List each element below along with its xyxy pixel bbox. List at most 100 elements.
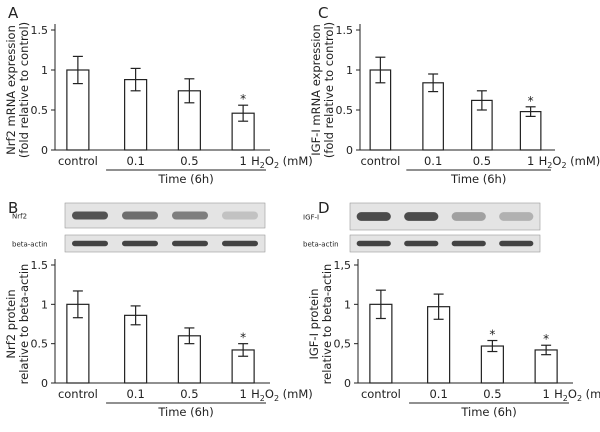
group-label: Time (6h) xyxy=(157,405,213,419)
y-tick-label: 0 xyxy=(344,377,351,390)
x-unit-part: 2 xyxy=(563,394,568,403)
blot-band xyxy=(172,240,208,247)
blot-band xyxy=(122,211,158,220)
blot-band xyxy=(451,212,486,221)
y-tick-label: 1.5 xyxy=(31,259,49,272)
x-unit-part: H xyxy=(554,387,563,401)
x-unit-part: H xyxy=(539,154,548,168)
y-tick-label: 0.5 xyxy=(31,338,49,351)
significance-marker: * xyxy=(240,331,246,345)
y-tick-label: 0.5 xyxy=(31,104,49,117)
blot-label: beta-actin xyxy=(12,241,48,249)
y-tick-label: 0 xyxy=(346,144,353,157)
x-tick-label: control xyxy=(361,387,401,401)
x-unit-part: 2 xyxy=(260,394,265,403)
y-tick-label: 1.5 xyxy=(336,24,354,37)
significance-marker: * xyxy=(489,328,495,342)
group-label: Time (6h) xyxy=(157,172,213,186)
x-unit-part: (mM) xyxy=(279,154,313,168)
x-unit-label: H2O2 (mM) xyxy=(539,154,600,170)
x-unit-label: H2O2 (mM) xyxy=(251,387,313,403)
y-tick-label: 0.5 xyxy=(336,104,354,117)
y-axis-label: (fold relative to control) xyxy=(17,22,31,158)
x-tick-label: 1 xyxy=(527,154,534,168)
y-tick-label: 1 xyxy=(41,298,48,311)
x-tick-label: 1 xyxy=(239,387,246,401)
blot-band xyxy=(72,211,108,220)
blot-strip: Nrf2 xyxy=(12,202,266,229)
panel-letter: D xyxy=(318,199,330,217)
x-tick-label: 0.5 xyxy=(473,154,491,168)
group-label: Time (6h) xyxy=(450,172,506,186)
panel-letter: B xyxy=(8,199,18,217)
x-tick-label: 1 xyxy=(542,387,549,401)
y-tick-label: 1 xyxy=(41,64,48,77)
blot-label: beta-actin xyxy=(303,241,339,249)
x-unit-part: (mM) xyxy=(582,387,600,401)
panel-a: A 0 0.5 1 1.5 Nrf2 mRNA expression (fold relat… xyxy=(4,4,313,186)
significance-marker: * xyxy=(528,94,534,108)
blot-band xyxy=(356,212,391,221)
blot-band xyxy=(404,212,439,221)
x-unit-part: H xyxy=(251,387,260,401)
x-tick-label: 0.1 xyxy=(126,154,144,168)
blot-label: Nrf2 xyxy=(12,213,27,221)
blot-strip: IGF-I xyxy=(303,202,541,231)
x-tick-label: control xyxy=(58,387,98,401)
blot-band xyxy=(122,240,158,247)
blot-band xyxy=(499,240,534,247)
x-unit-part: H xyxy=(251,154,260,168)
panel-letter: A xyxy=(8,4,19,22)
y-tick-label: 1.5 xyxy=(31,24,49,37)
y-tick-label: 0,5 xyxy=(334,338,352,351)
blot-band xyxy=(72,240,108,247)
blot-strip: beta-actin xyxy=(303,234,541,253)
bar-0-1 xyxy=(124,314,148,384)
x-tick-label: control xyxy=(360,154,400,168)
y-axis-label: IGF-I mRNA expression xyxy=(309,24,323,155)
x-unit-part: O xyxy=(265,387,274,401)
x-unit-part: 2 xyxy=(274,394,279,403)
y-axis-label: IGF-I protein xyxy=(307,289,321,360)
y-tick-label: 1,5 xyxy=(334,259,352,272)
x-tick-label: control xyxy=(58,154,98,168)
blot-band xyxy=(451,240,486,247)
x-unit-label: H2O2 (mM) xyxy=(251,154,313,170)
x-unit-part: 2 xyxy=(260,161,265,170)
significance-marker: * xyxy=(240,92,246,106)
blot-background xyxy=(64,234,266,253)
y-tick-label: 1 xyxy=(346,64,353,77)
x-tick-label: 1 xyxy=(239,154,246,168)
x-unit-part: 2 xyxy=(547,161,552,170)
x-unit-part: (mM) xyxy=(567,154,600,168)
blot-band xyxy=(222,211,258,220)
bar-1 xyxy=(519,110,542,151)
panel-c: C 0 0.5 1 1.5 IGF-I mRNA expression (fold rela… xyxy=(309,4,600,186)
x-unit-part: (mM) xyxy=(279,387,313,401)
x-unit-part: O xyxy=(552,154,561,168)
y-tick-label: 1 xyxy=(344,298,351,311)
x-tick-label: 0.5 xyxy=(180,387,198,401)
bar-0-1 xyxy=(422,82,444,151)
blot-band xyxy=(499,212,534,221)
x-unit-part: 2 xyxy=(561,161,566,170)
blot-band xyxy=(356,240,391,247)
panel-d: D 0 0,5 1 1,5 IGF-I protein relative to beta-a… xyxy=(303,199,600,419)
y-tick-label: 0 xyxy=(41,377,48,390)
panel-letter: C xyxy=(318,4,328,22)
panel-b: B 0 0.5 1 1.5 Nrf2 protein relative to beta-ac… xyxy=(4,199,313,419)
x-unit-part: O xyxy=(568,387,577,401)
y-axis-label: Nrf2 mRNA expression xyxy=(4,25,18,155)
x-unit-part: 2 xyxy=(274,161,279,170)
x-tick-label: 0.5 xyxy=(483,387,501,401)
x-tick-label: 0.1 xyxy=(429,387,447,401)
y-tick-label: 0 xyxy=(41,144,48,157)
x-tick-label: 0.1 xyxy=(126,387,144,401)
y-axis-label: relative to beta-actin xyxy=(320,264,334,385)
blot-band xyxy=(404,240,439,247)
x-tick-label: 0.5 xyxy=(180,154,198,168)
blot-band xyxy=(172,211,208,220)
x-unit-part: 2 xyxy=(577,394,582,403)
blot-strip: beta-actin xyxy=(12,234,266,253)
